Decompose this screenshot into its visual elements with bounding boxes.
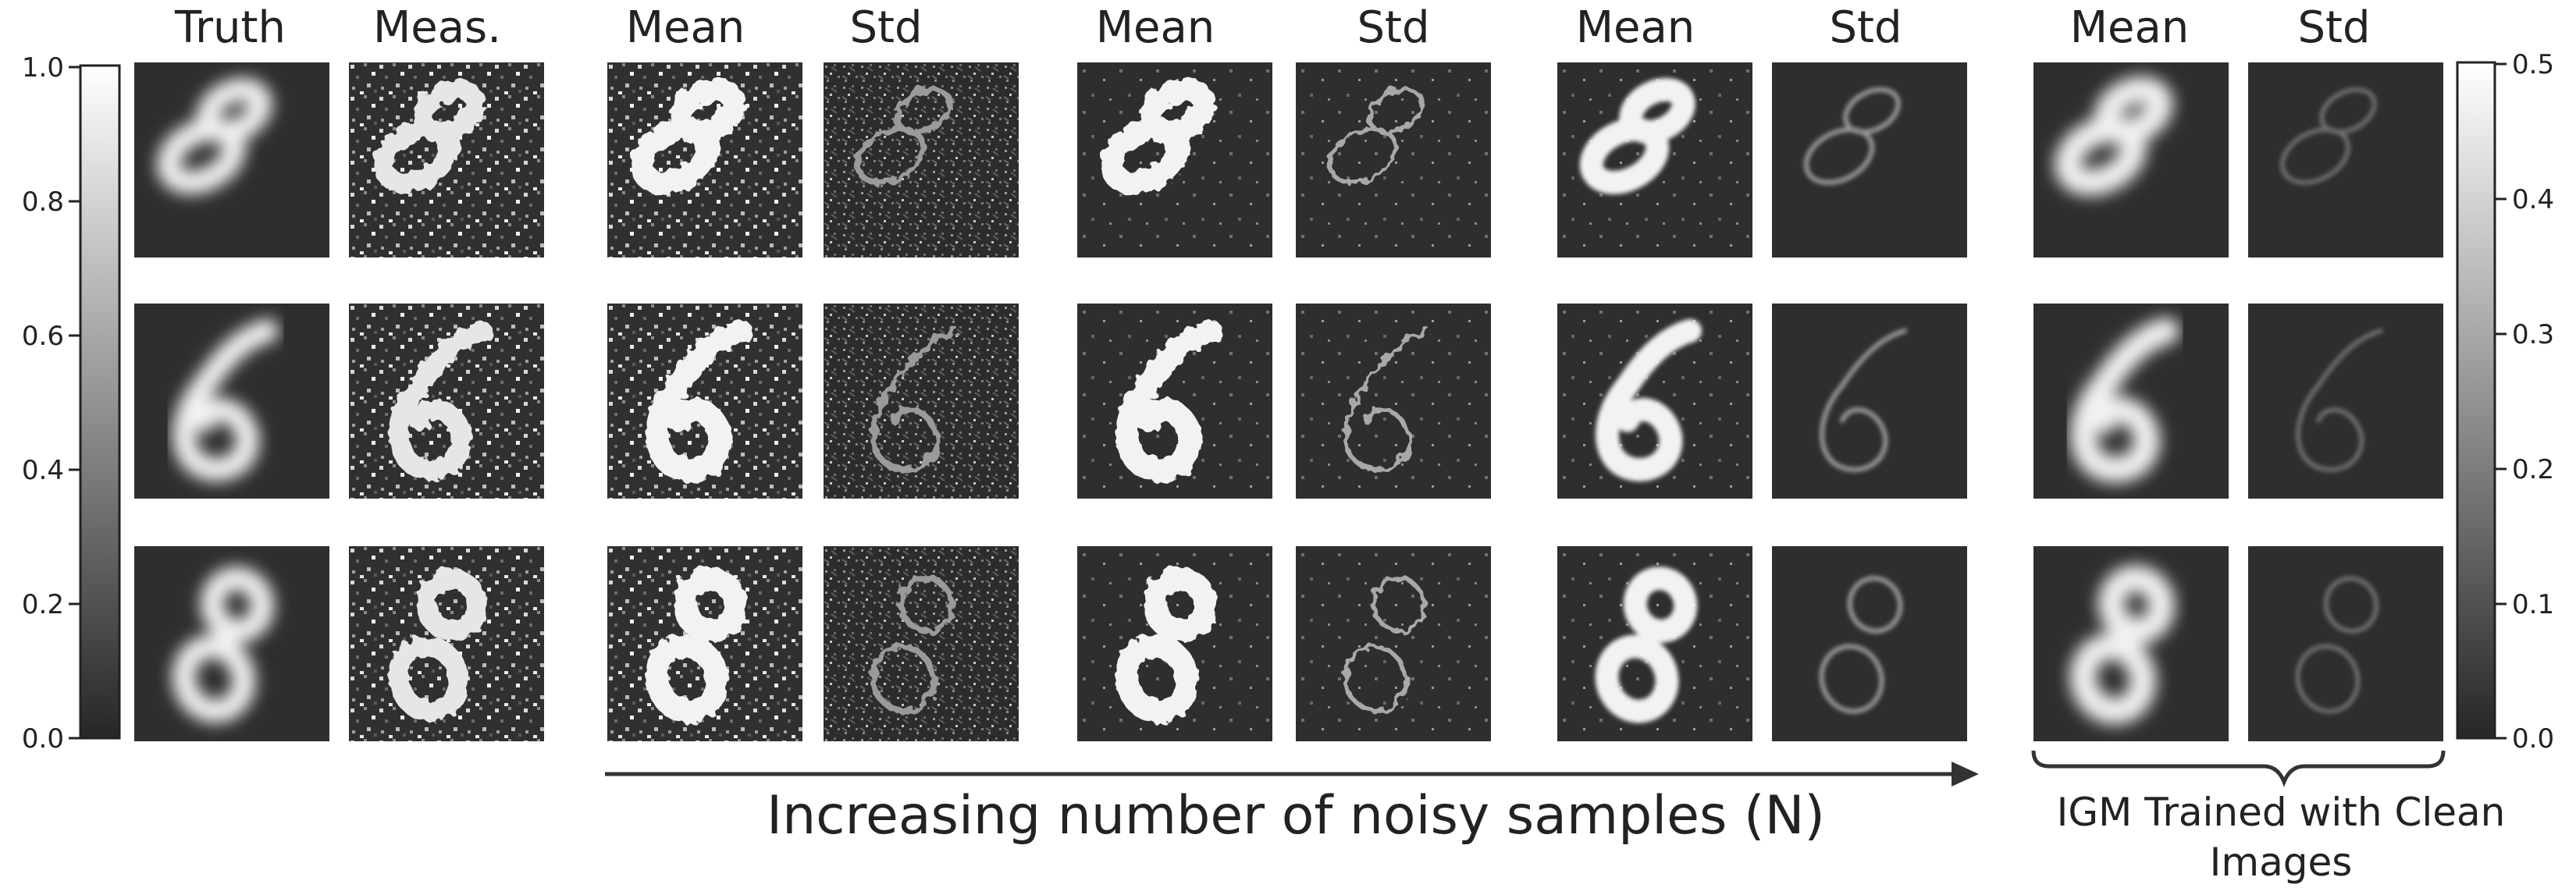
column-header-std-1: Std [849,2,922,53]
panel-mean-clean-row-1 [2033,62,2229,257]
column-header-mean-2: Mean [1096,2,1215,53]
panel-mean-n1-row-1 [607,62,802,257]
panel-std-n3-row-2 [1772,304,1967,499]
column-header-std-4: Std [2297,2,2370,53]
brace-caption-line-1: IGM Trained with Clean [2057,790,2506,835]
panel-mean-n3-row-2 [1557,304,1752,499]
panel-std-n3-row-1 [1772,62,1967,257]
left-colorbar-gradient [79,64,121,740]
panel-truth-row-3 [134,546,329,741]
right-colorbar-tick: 0.0 [2512,723,2554,755]
panel-truth-row-2 [134,304,329,499]
left-colorbar-tick: 0.0 [22,723,64,755]
left-colorbar-tick: 0.6 [22,321,64,352]
left-colorbar-tick: 0.8 [22,186,64,218]
panel-std-n3-row-3 [1772,546,1967,741]
left-colorbar-tick: 0.4 [22,455,64,486]
arrow-head-icon [1952,762,1979,787]
right-colorbar-tick: 0.1 [2512,589,2554,620]
column-header-mean-4: Mean [2070,2,2190,53]
panel-mean-n2-row-3 [1077,546,1272,741]
panel-std-clean-row-3 [2248,546,2443,741]
panel-mean-n1-row-3 [607,546,802,741]
right-colorbar-tick: 0.4 [2512,184,2554,215]
right-colorbar-tick: 0.5 [2512,49,2554,80]
panel-mean-n2-row-2 [1077,304,1272,499]
panel-std-n2-row-2 [1296,304,1491,499]
panel-mean-n1-row-2 [607,304,802,499]
column-header-std-3: Std [1829,2,1902,53]
right-colorbar-tick: 0.3 [2512,319,2554,350]
panel-measurement-row-1 [349,62,544,257]
column-header-truth: Truth [174,2,286,53]
brace-caption-line-2: Images [2210,840,2353,885]
arrow-caption: Increasing number of noisy samples (N) [767,785,1825,847]
left-colorbar-tick: 0.2 [22,589,64,620]
column-header-measurement: Meas. [373,2,501,53]
panel-mean-clean-row-2 [2033,304,2229,499]
panel-std-n1-row-2 [824,304,1019,499]
increasing-samples-arrow [605,762,1979,787]
right-colorbar: 0.5 0.4 0.3 0.2 0.1 0.0 [2456,49,2554,755]
left-colorbar-tick: 1.0 [22,52,64,83]
column-header-mean-3: Mean [1576,2,1695,53]
panel-measurement-row-2 [349,304,544,499]
column-header-mean-1: Mean [626,2,745,53]
panel-truth-row-1 [134,62,329,257]
panel-measurement-row-3 [349,546,544,741]
panel-std-clean-row-1 [2248,62,2443,257]
panel-mean-clean-row-3 [2033,546,2229,741]
left-colorbar: 1.0 0.8 0.6 0.4 0.2 0.0 [22,52,121,755]
right-colorbar-gradient [2456,61,2496,740]
column-headers: Truth Meas. Mean Std Mean Std Mean Std M… [174,2,2371,53]
panel-mean-n3-row-3 [1557,546,1752,741]
panel-std-n1-row-1 [824,62,1019,257]
panel-std-n2-row-1 [1296,62,1491,257]
right-colorbar-tick: 0.2 [2512,454,2554,485]
column-header-std-2: Std [1357,2,1429,53]
panel-std-n2-row-3 [1296,546,1491,741]
image-grid [134,62,2443,741]
panel-mean-n2-row-1 [1077,62,1272,257]
panel-std-n1-row-3 [824,546,1019,741]
panel-std-clean-row-2 [2248,304,2443,499]
curly-brace [2031,750,2446,787]
panel-mean-n3-row-1 [1557,62,1752,257]
